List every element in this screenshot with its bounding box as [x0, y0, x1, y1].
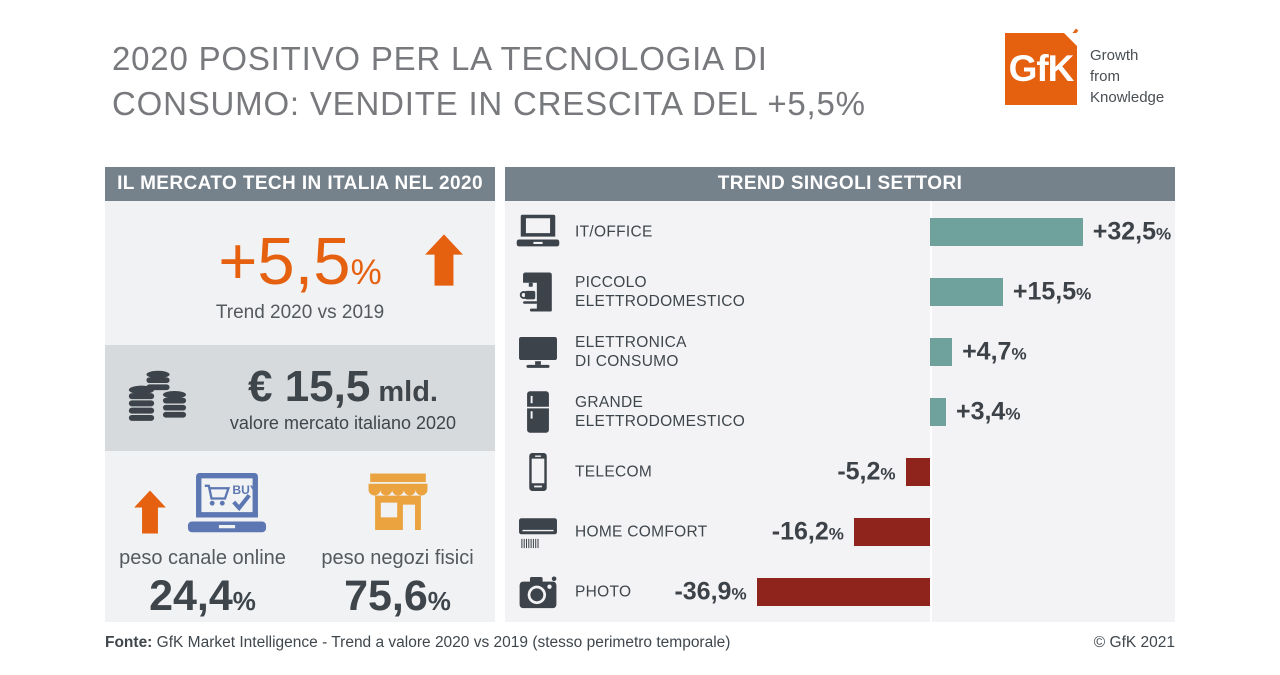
sector-value-label: -16,2%	[771, 517, 844, 546]
sector-bar	[930, 278, 1003, 306]
online-channel: peso canale online 24,4%	[105, 451, 300, 622]
sector-bar	[756, 578, 930, 606]
stores-channel-label: peso negozi fisici	[321, 547, 474, 569]
fridge-icon	[515, 389, 561, 435]
footer: Fonte: GfK Market Intelligence - Trend a…	[105, 634, 1175, 652]
air-conditioner-icon	[515, 509, 561, 555]
laptop-icon	[515, 209, 561, 255]
market-panel: IL MERCATO TECH IN ITALIA NEL 2020 +5,5%…	[105, 167, 495, 622]
sector-bar	[930, 218, 1083, 246]
sector-value-label: -5,2%	[837, 457, 896, 486]
smartphone-icon	[515, 449, 561, 495]
up-arrow-icon	[133, 485, 167, 539]
online-channel-label: peso canale online	[119, 547, 286, 569]
sector-label: IT/OFFICE	[575, 223, 653, 241]
sector-bar	[930, 398, 946, 426]
sector-bar	[905, 458, 930, 486]
sector-label: PICCOLO ELETTRODOMESTICO	[575, 274, 746, 310]
sector-row: GRANDE ELETTRODOMESTICO +3,4%	[505, 382, 1175, 442]
store-icon	[360, 467, 436, 539]
sector-row: IT/OFFICE +32,5%	[505, 202, 1175, 262]
physical-stores-channel: peso negozi fisici 75,6%	[300, 451, 495, 622]
source-note: Fonte: GfK Market Intelligence - Trend a…	[105, 634, 731, 651]
sector-row: ELETTRONICA DI CONSUMO +4,7%	[505, 322, 1175, 382]
market-panel-header: IL MERCATO TECH IN ITALIA NEL 2020	[105, 167, 495, 201]
sector-value-label: -36,9%	[674, 577, 747, 606]
up-arrow-icon	[423, 233, 465, 287]
sector-label: HOME COMFORT	[575, 523, 708, 541]
market-value: € 15,5 mld. valore mercato italiano 2020	[191, 362, 495, 434]
sector-value-label: +4,7%	[962, 337, 1027, 366]
gfk-logo-square: GfK	[1005, 33, 1077, 105]
sector-label: TELECOM	[575, 463, 653, 481]
online-shop-laptop-icon	[181, 469, 273, 539]
gfk-logo-text: GfK	[1008, 48, 1075, 89]
market-value-band: € 15,5 mld. valore mercato italiano 2020	[105, 345, 495, 451]
market-panel-body: +5,5% Trend 2020 vs 2019 € 15,5 mld. valo…	[105, 201, 495, 622]
stores-channel-value: 75,6%	[344, 572, 451, 620]
channels-block: peso canale online 24,4% peso negozi fis…	[105, 451, 495, 622]
sectors-panel-header: TREND SINGOLI SETTORI	[505, 167, 1175, 201]
sector-row: PHOTO -36,9%	[505, 562, 1175, 622]
sectors-panel: TREND SINGOLI SETTORI IT/OFFICE +32,5% PIC…	[505, 167, 1175, 622]
camera-icon	[515, 569, 561, 615]
sector-value-label: +32,5%	[1092, 217, 1172, 246]
sector-value-label: +3,4%	[955, 397, 1021, 426]
coffee-machine-icon	[515, 269, 561, 315]
trend-block: +5,5% Trend 2020 vs 2019	[105, 201, 495, 345]
sector-row: PICCOLO ELETTRODOMESTICO +15,5%	[505, 262, 1175, 322]
coins-icon	[125, 369, 191, 427]
sector-bar	[853, 518, 930, 546]
sector-row: TELECOM -5,2%	[505, 442, 1175, 502]
sector-row: HOME COMFORT -16,2%	[505, 502, 1175, 562]
sector-label: ELETTRONICA DI CONSUMO	[575, 334, 687, 370]
copyright: © GfK 2021	[1093, 634, 1175, 651]
trend-caption: Trend 2020 vs 2019	[215, 302, 385, 323]
sector-value-label: +15,5%	[1012, 277, 1092, 306]
sector-label: PHOTO	[575, 583, 632, 601]
page-title: 2020 POSITIVO PER LA TECNOLOGIA DI CONSUM…	[112, 40, 866, 122]
sector-bar	[930, 338, 953, 366]
sector-label: GRANDE ELETTRODOMESTICO	[575, 394, 746, 430]
online-channel-value: 24,4%	[149, 572, 256, 620]
tv-icon	[515, 329, 561, 375]
trend-value: +5,5%	[218, 224, 382, 299]
gfk-logo: GfK Growth from Knowledge	[1005, 33, 1164, 108]
market-value-caption: valore mercato italiano 2020	[229, 413, 457, 433]
gfk-tagline: Growth from Knowledge	[1090, 47, 1165, 106]
sectors-chart: IT/OFFICE +32,5% PICCOLO ELETTRODOMESTICO +1…	[505, 201, 1175, 622]
